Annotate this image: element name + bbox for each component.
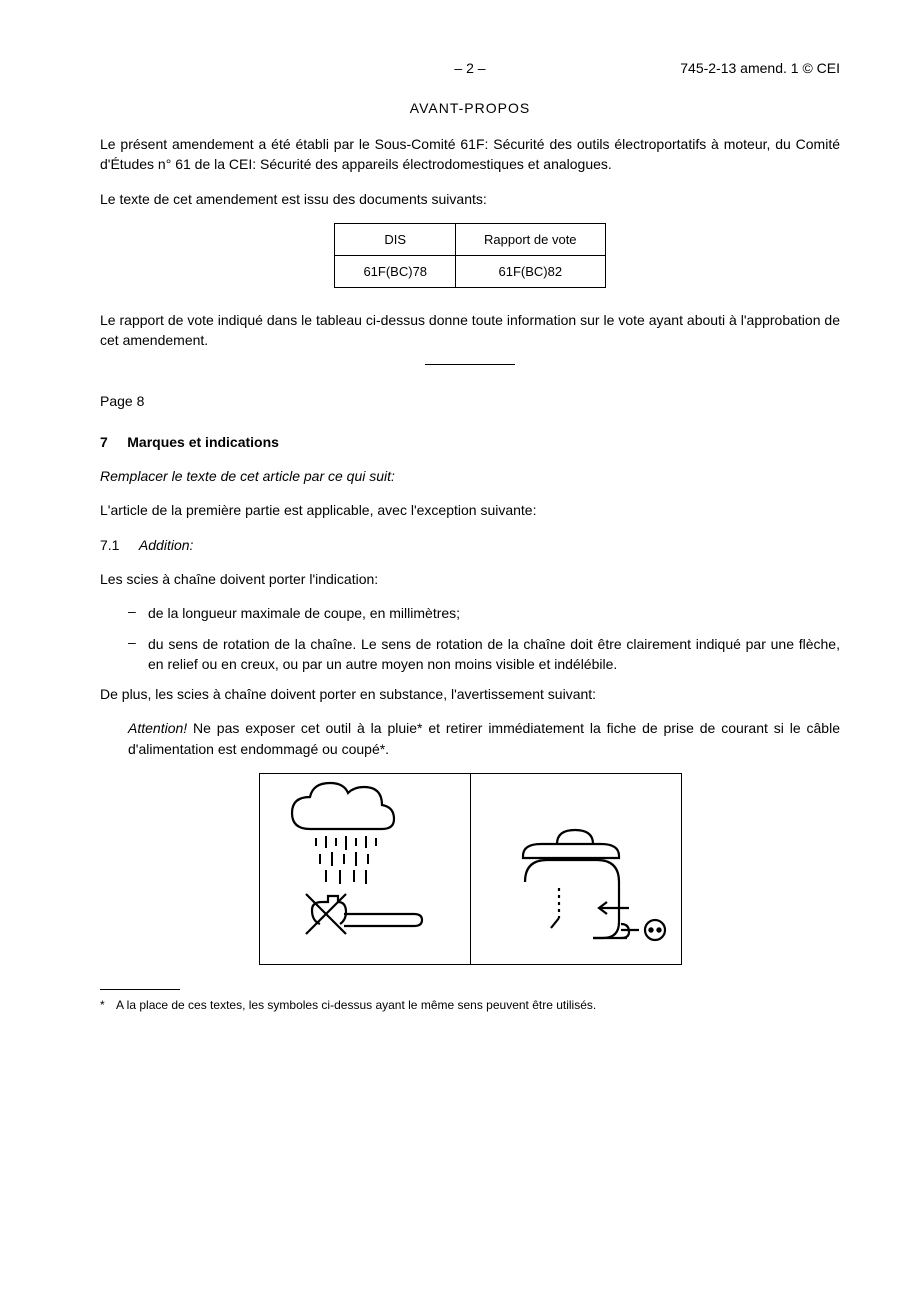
vote-paragraph: Le rapport de vote indiqué dans le table… — [100, 310, 840, 351]
page-reference: Page 8 — [100, 391, 840, 411]
applicable-line: L'article de la première partie est appl… — [100, 500, 840, 520]
clause-title: Marques et indications — [127, 434, 279, 450]
figure-box — [259, 773, 682, 965]
subclause-label: Addition: — [139, 537, 193, 553]
figure-container — [100, 773, 840, 965]
doc-reference: 745-2-13 amend. 1 © CEI — [680, 60, 840, 76]
table-row: DIS Rapport de vote — [335, 223, 605, 255]
bullet-dash-icon: – — [128, 603, 148, 623]
footnote-text: A la place de ces textes, les symboles c… — [116, 998, 596, 1012]
page-number: – 2 – — [454, 60, 485, 76]
list-item: – du sens de rotation de la chaîne. Le s… — [128, 634, 840, 675]
documents-table-wrap: DIS Rapport de vote 61F(BC)78 61F(BC)82 — [100, 223, 840, 288]
subclause-line: 7.1 Addition: — [100, 535, 840, 555]
bullet-text: de la longueur maximale de coupe, en mil… — [148, 603, 840, 623]
saws-intro: Les scies à chaîne doivent porter l'indi… — [100, 569, 840, 589]
replace-instruction: Remplacer le texte de cet article par ce… — [100, 466, 840, 486]
table-cell: 61F(BC)78 — [335, 255, 456, 287]
table-header-dis: DIS — [335, 223, 456, 255]
warning-text: Attention! Ne pas exposer cet outil à la… — [128, 718, 840, 759]
intro-paragraph: Le présent amendement a été établi par l… — [100, 134, 840, 175]
footnote: * A la place de ces textes, les symboles… — [100, 998, 840, 1012]
unplug-cut-cable-icon — [470, 774, 681, 964]
section-title-avant-propos: AVANT-PROPOS — [100, 100, 840, 116]
divider — [425, 364, 515, 365]
page: – 2 – 745-2-13 amend. 1 © CEI AVANT-PROP… — [0, 0, 920, 1072]
page-header: – 2 – 745-2-13 amend. 1 © CEI — [100, 60, 840, 76]
bullet-dash-icon: – — [128, 634, 148, 675]
warning-lead: Attention! — [128, 720, 187, 736]
footnote-rule — [100, 989, 180, 990]
table-row: 61F(BC)78 61F(BC)82 — [335, 255, 605, 287]
rain-no-use-icon — [260, 774, 470, 964]
list-item: – de la longueur maximale de coupe, en m… — [128, 603, 840, 623]
table-cell: 61F(BC)82 — [456, 255, 606, 287]
bullet-text: du sens de rotation de la chaîne. Le sen… — [148, 634, 840, 675]
table-header-rapport: Rapport de vote — [456, 223, 606, 255]
warning-block: Attention! Ne pas exposer cet outil à la… — [128, 718, 840, 759]
footnote-mark: * — [100, 998, 116, 1012]
subclause-number: 7.1 — [100, 537, 119, 553]
clause-number: 7 — [100, 434, 108, 450]
documents-table: DIS Rapport de vote 61F(BC)78 61F(BC)82 — [334, 223, 605, 288]
warning-body: Ne pas exposer cet outil à la pluie* et … — [128, 720, 840, 756]
bullet-list: – de la longueur maximale de coupe, en m… — [128, 603, 840, 674]
warning-intro: De plus, les scies à chaîne doivent port… — [100, 684, 840, 704]
text-origin-paragraph: Le texte de cet amendement est issu des … — [100, 189, 840, 209]
clause-heading: 7 Marques et indications — [100, 432, 840, 452]
